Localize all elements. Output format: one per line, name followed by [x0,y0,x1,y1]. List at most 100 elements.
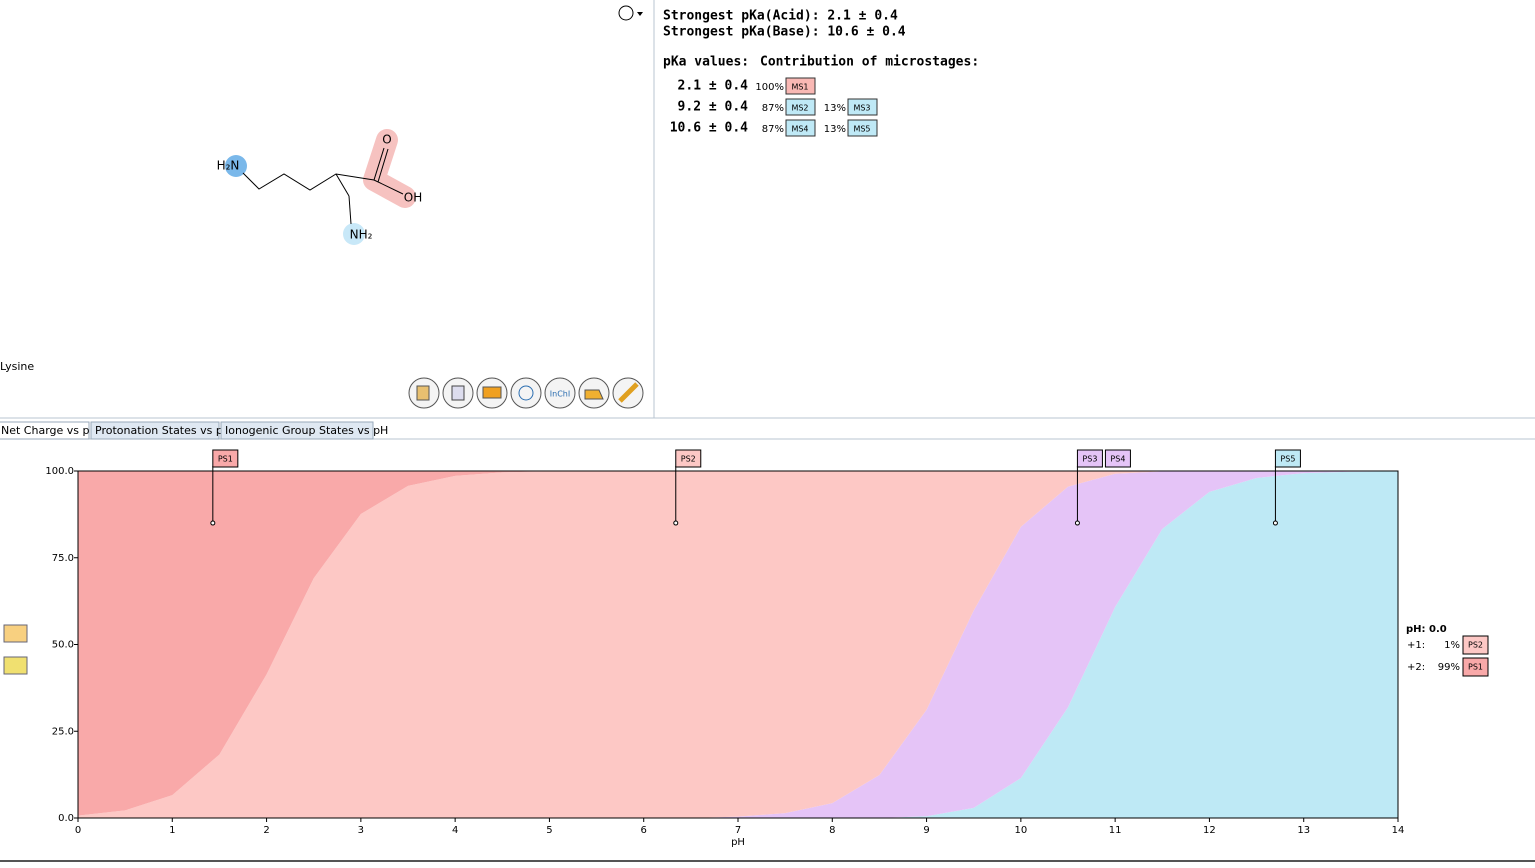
icon [482,386,502,399]
bond [377,148,389,183]
tab[interactable] [220,421,374,440]
readout-percent: 99% [1438,662,1460,673]
ms-label: MS3 [853,104,870,113]
marker-pin [673,520,679,526]
highlight [225,155,247,177]
toolbar: InChI [408,377,644,409]
marker-pin [210,520,216,526]
x-tick-label: 11 [1109,825,1122,836]
table-header: Contribution of microstages: [760,55,979,70]
marker-label: PS4 [1110,455,1125,464]
marker-label: PS1 [218,455,233,464]
y-tick-label: 50.0 [52,640,74,651]
bond [373,147,385,181]
ms-box[interactable] [785,119,816,137]
ms-label: MS4 [791,125,808,134]
atom: NH₂ [350,228,373,242]
readout-title: pH: 0.0 [1406,624,1447,635]
pka-rows: 2.1 ± 0.4 100% MS1 9.2 ± 0.4 87% MS2 13% MS3 10.… [670,77,878,137]
readout-charge: +2: [1407,662,1425,673]
area [78,470,1398,818]
x-tick-label: 7 [735,825,741,836]
y-tick-label: 0.0 [58,813,74,824]
chart-view-button[interactable] [3,624,28,643]
tool-label: InChI [550,390,570,399]
y-tick-label: 75.0 [52,553,74,564]
ms-box[interactable] [785,98,816,116]
x-tick-label: 1 [169,825,175,836]
area [78,471,1398,818]
x-axis-label: pH [731,837,745,848]
icon [618,382,639,403]
x-tick-label: 6 [641,825,647,836]
table-header: pKa values: [663,55,749,70]
y-tick-label: 100.0 [45,466,74,477]
percent: 87% [762,124,784,135]
percent: 87% [762,103,784,114]
x-tick-label: 2 [263,825,269,836]
marker-pin [1272,520,1278,526]
state-box[interactable] [1462,635,1489,655]
ms-label: MS5 [853,125,870,134]
tab-label: Ionogenic Group States vs pH [225,424,388,437]
tab[interactable] [0,421,90,440]
bond [335,173,350,197]
x-tick-label: 13 [1297,825,1310,836]
icon [518,385,534,401]
tab-label: Protonation States vs pH [95,424,231,437]
icon [584,389,604,400]
x-tick-label: 9 [923,825,929,836]
x-tick-label: 14 [1392,825,1405,836]
molecule: H₂N NH₂ O OH [217,129,422,245]
x-tick-label: 3 [358,825,364,836]
marker-label: PS3 [1082,455,1097,464]
tool-button[interactable] [510,377,542,409]
percent: 13% [824,103,846,114]
x-tick-label: 4 [452,825,458,836]
tab[interactable] [90,421,220,440]
marker-box[interactable] [212,449,239,468]
icon [416,385,430,401]
state-label: PS2 [1468,641,1483,650]
area [78,471,1398,818]
pka-summary: Strongest pKa(Acid): 2.1 ± 0.4 [663,9,898,24]
menu-button[interactable] [618,5,634,21]
atom: H₂N [217,159,240,173]
marker-box[interactable] [675,449,702,468]
readout-charge: +1: [1407,640,1425,651]
atom: O [382,133,391,147]
bond [348,195,352,225]
tab-label: Net Charge vs pH [1,424,98,437]
x-tick-label: 12 [1203,825,1216,836]
marker-box[interactable] [1274,449,1301,468]
x-tick-label: 0 [75,825,81,836]
x-tick-label: 5 [546,825,552,836]
y-tick-label: 25.0 [52,726,74,737]
state-label: PS1 [1468,663,1483,672]
pka-summary: Strongest pKa(Base): 10.6 ± 0.4 [663,25,906,40]
state-box[interactable] [1462,657,1489,677]
percent: 100% [755,82,784,93]
icon [451,385,465,401]
x-tick-label: 8 [829,825,835,836]
atom: OH [404,191,422,205]
molecule-name: Lysine [0,360,34,373]
tool-button[interactable] [544,377,576,409]
ms-label: MS1 [791,83,808,92]
pka-value: 2.1 ± 0.4 [678,79,749,94]
ms-box[interactable] [847,119,878,137]
ms-label: MS2 [791,104,808,113]
marker-box[interactable] [1104,449,1131,468]
dropdown-arrow[interactable] [637,12,643,16]
marker-pin [1074,520,1080,526]
ms-box[interactable] [785,77,816,95]
marker-box[interactable] [1076,449,1103,468]
table-view-button[interactable] [3,656,28,675]
marker-label: PS2 [681,455,696,464]
readout-percent: 1% [1444,640,1460,651]
pka-value: 9.2 ± 0.4 [678,100,749,115]
ms-box[interactable] [847,98,878,116]
